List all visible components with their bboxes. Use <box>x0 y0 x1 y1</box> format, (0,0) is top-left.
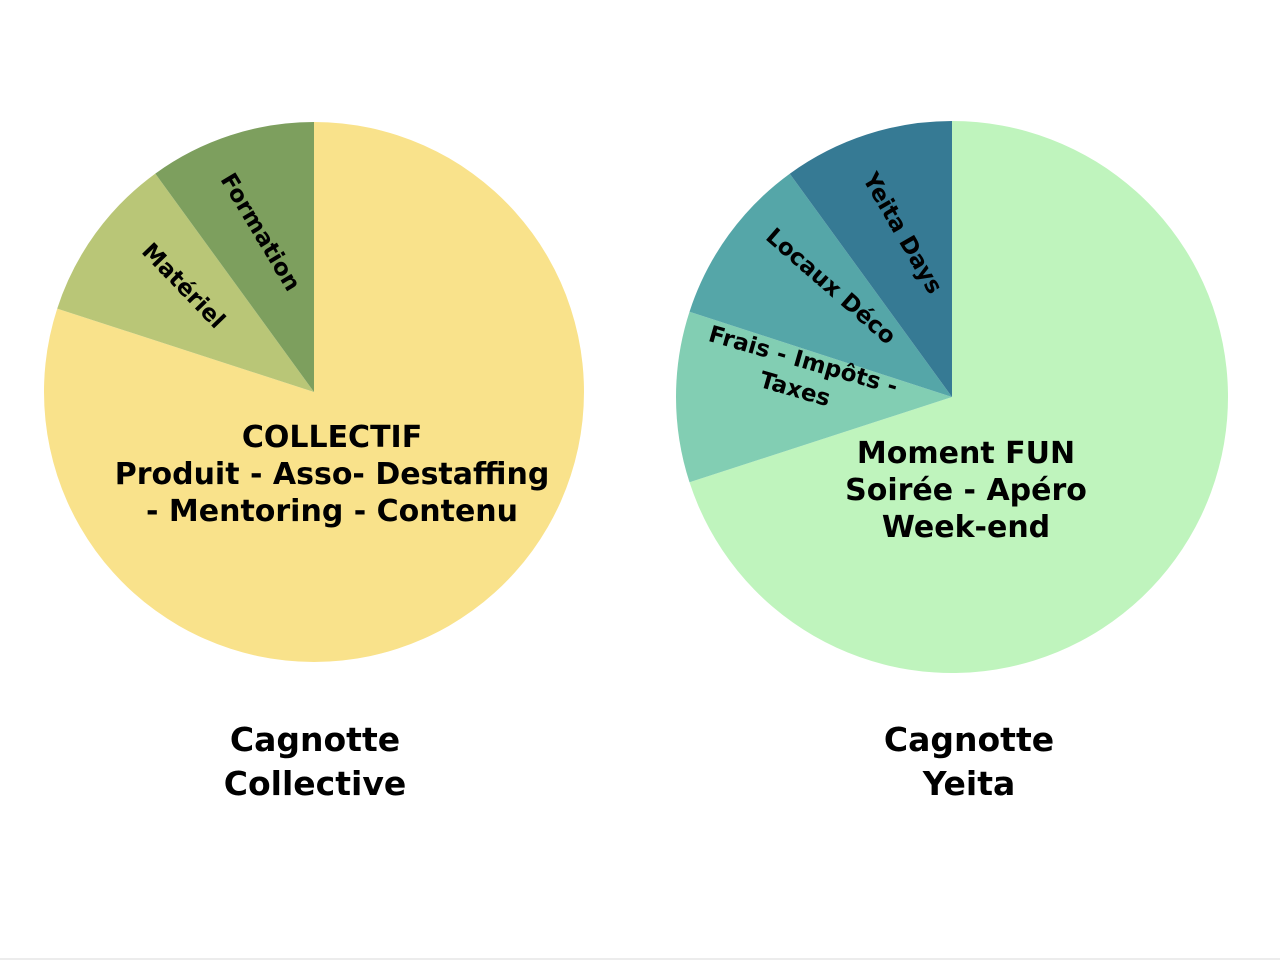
pie-slice-label-line: Moment FUN <box>857 436 1075 471</box>
pie-slice-label-line: COLLECTIF <box>242 420 422 455</box>
pie-slice-formation <box>155 122 314 392</box>
chart-title-cagnotte-collective: Cagnotte Collective <box>115 718 515 806</box>
pie-slice-frais <box>676 311 952 483</box>
pie-slice-label-line: Produit - Asso- Destaffing <box>115 457 550 492</box>
pie-slice-materiel <box>57 173 315 392</box>
chart-title-line: Cagnotte <box>229 720 401 759</box>
pie-slice-label-collectif: COLLECTIF Produit - Asso- Destaffing - Men… <box>115 420 550 529</box>
pie-slice-moment-fun <box>689 121 1229 674</box>
pie-slice-label-line: Soirée - Apéro <box>845 473 1087 508</box>
pie-slice-locaux <box>689 173 952 397</box>
chart-title-line: Yeita <box>922 764 1016 803</box>
pie-slice-label-line: Week-end <box>882 510 1050 545</box>
chart-title-cagnotte-yeita: Cagnotte Yeita <box>769 718 1169 806</box>
chart-title-line: Collective <box>223 764 407 803</box>
chart-title-line: Cagnotte <box>883 720 1055 759</box>
pie-slice-yeita-days <box>789 121 952 397</box>
pie-slice-collectif <box>43 122 584 662</box>
pie-slice-label-line: - Mentoring - Contenu <box>146 494 518 529</box>
pie-chart-cagnotte-collective: COLLECTIF Produit - Asso- Destaffing - Men… <box>43 122 584 662</box>
pie-slice-label-moment-fun: Moment FUN Soirée - Apéro Week-end <box>845 436 1087 545</box>
bottom-divider <box>0 958 1280 960</box>
